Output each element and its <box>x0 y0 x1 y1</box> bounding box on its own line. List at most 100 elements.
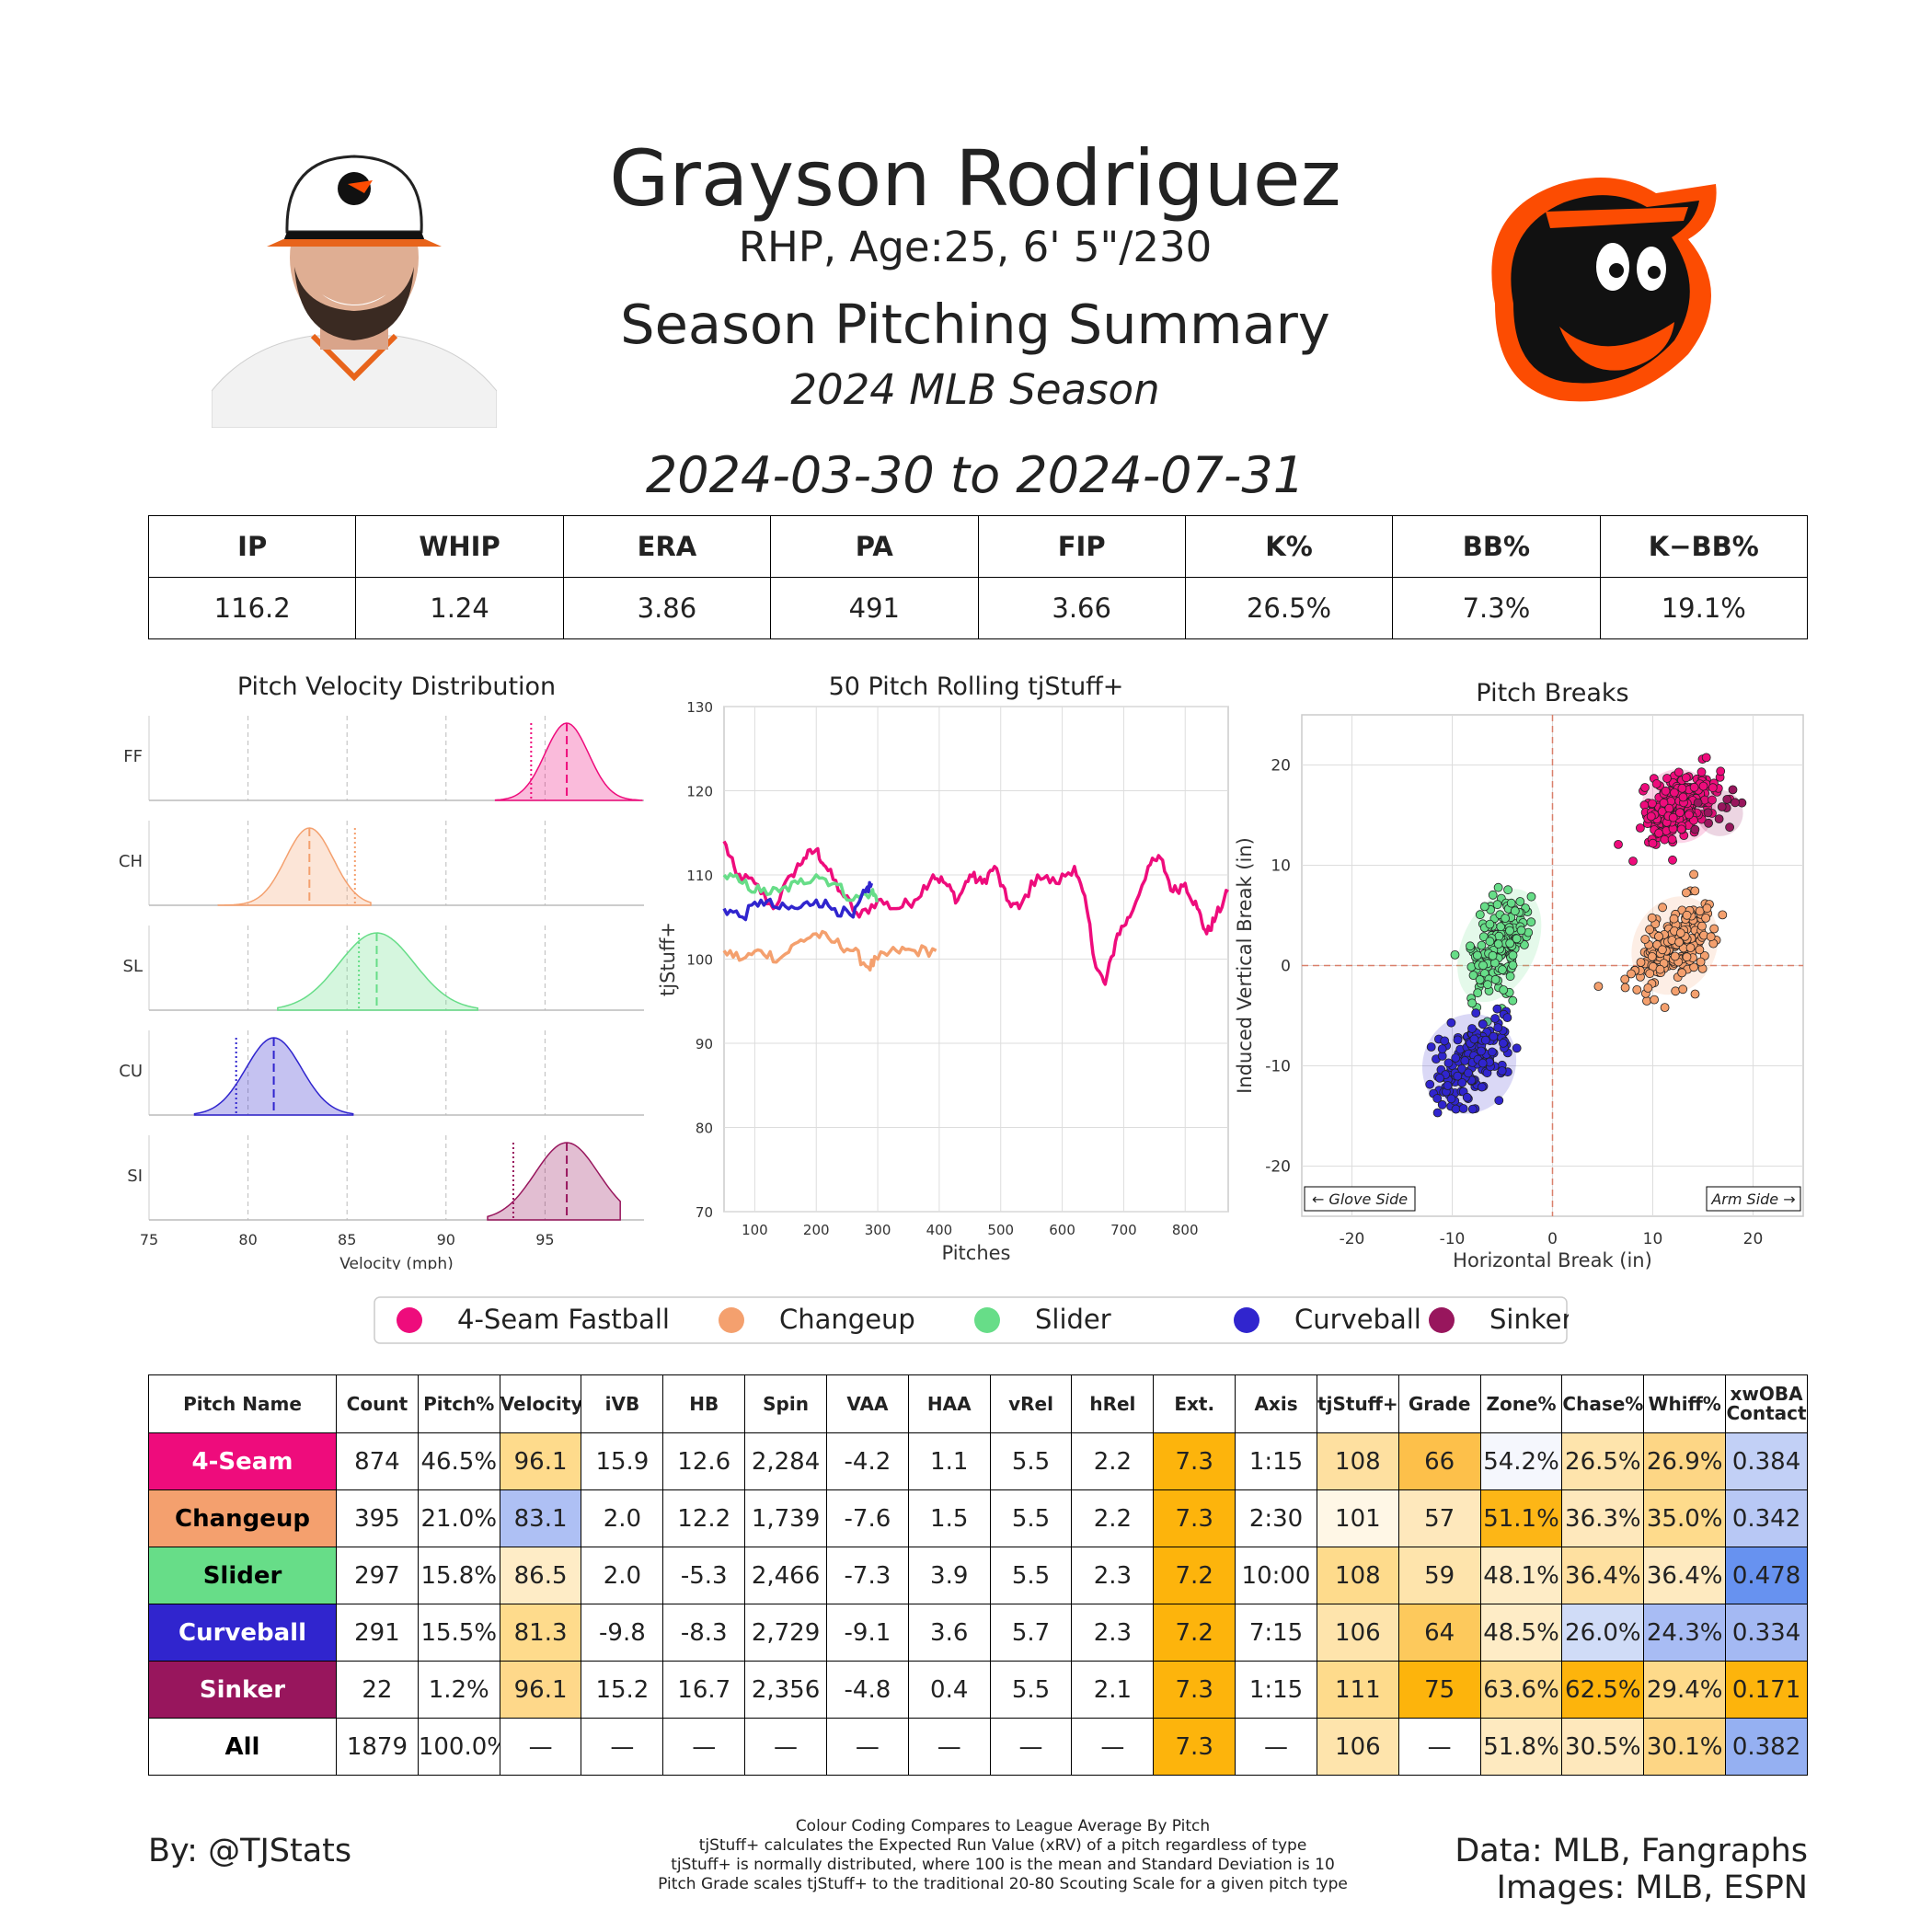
pitch-point <box>1508 960 1518 971</box>
pitch-point <box>1635 823 1645 833</box>
pitch-point <box>1620 983 1630 993</box>
season-stat-header: BB% <box>1392 515 1601 578</box>
pitch-table-cell: 36.4% <box>1643 1547 1727 1604</box>
legend-label: Changeup <box>779 1304 915 1335</box>
x-tick-label: 10 <box>1643 1230 1663 1248</box>
pitch-point <box>1668 812 1678 822</box>
pitch-table-cell: — <box>1071 1718 1155 1776</box>
pitch-point <box>1643 983 1653 993</box>
pitch-point <box>1478 1019 1488 1029</box>
velocity-row: CH <box>119 821 644 906</box>
credit-sources: Data: MLB, Fangraphs Images: MLB, ESPN <box>1455 1833 1808 1906</box>
pitch-table-cell: 57 <box>1397 1489 1481 1547</box>
x-tick-label: 85 <box>338 1231 356 1248</box>
pitch-point <box>1704 818 1713 828</box>
annotation-box <box>1706 1186 1801 1212</box>
velocity-row: SI <box>127 1135 644 1221</box>
pitch-point <box>1443 1081 1453 1090</box>
legend-label: Curveball <box>1294 1304 1421 1335</box>
x-tick-label: 75 <box>140 1231 158 1248</box>
pitch-point <box>1502 1013 1512 1023</box>
pitch-legend: 4-Seam Fastball Changeup Slider Curveball Si… <box>374 1296 1569 1344</box>
velocity-density <box>217 827 372 906</box>
pitch-point <box>1499 985 1509 995</box>
pitch-table-cell: 15.8% <box>417 1547 500 1604</box>
pitch-point <box>1689 782 1699 792</box>
pitch-table-cell: 29.4% <box>1643 1661 1727 1719</box>
pitch-point <box>1467 998 1478 1008</box>
pitch-table-cell: 16.7 <box>662 1661 746 1719</box>
pitch-point <box>1647 913 1657 923</box>
pitch-table-cell: 106 <box>1316 1718 1399 1776</box>
pitch-table-cell: 108 <box>1316 1432 1399 1490</box>
x-axis-label: Velocity (mph) <box>339 1255 453 1270</box>
season-stat-value: 491 <box>770 577 979 639</box>
x-tick-label: 0 <box>1547 1230 1558 1248</box>
pitch-table-cell: 22 <box>336 1661 419 1719</box>
pitch-table-cell: 1879 <box>336 1718 419 1776</box>
pitch-table-header: Pitch Name <box>148 1374 337 1433</box>
pitch-point <box>1505 972 1515 982</box>
pitch-point <box>1503 885 1513 895</box>
pitch-table-header: Pitch% <box>417 1374 500 1433</box>
credit-by: By: @TJStats <box>148 1833 352 1869</box>
legend-marker <box>719 1307 744 1333</box>
pitch-point <box>1477 1082 1487 1092</box>
y-tick-label: 130 <box>686 699 713 716</box>
pitch-point <box>1701 753 1711 763</box>
pitch-point <box>1642 996 1651 1006</box>
pitch-name-cell: 4-Seam <box>148 1432 337 1490</box>
pitch-table-cell: 30.5% <box>1561 1718 1645 1776</box>
pitch-table-cell: — <box>989 1718 1073 1776</box>
pitch-table-cell: 100.0% <box>417 1718 500 1776</box>
pitch-point <box>1650 995 1660 1005</box>
pitch-point <box>1453 1035 1463 1045</box>
pitch-table-cell: 75 <box>1397 1661 1481 1719</box>
summary-title: Season Pitching Summary <box>620 293 1330 356</box>
pitch-table-row: 4-Seam 874 46.5% 96.1 15.9 12.6 2,284 -4.2 1.1 5.… <box>148 1432 1808 1490</box>
pitch-table-cell: -7.3 <box>825 1547 909 1604</box>
pitch-point <box>1696 957 1706 967</box>
pitch-point <box>1493 939 1503 949</box>
season-stat-value: 116.2 <box>147 577 357 639</box>
glove-side-label: ← Glove Side <box>1312 1190 1408 1208</box>
pitch-point <box>1655 964 1665 974</box>
pitch-table-cell: 36.4% <box>1561 1547 1645 1604</box>
pitch-table-cell: 15.9 <box>581 1432 664 1490</box>
pitch-table-cell: — <box>581 1718 664 1776</box>
pitch-table-cell: 30.1% <box>1643 1718 1727 1776</box>
pitch-table-header: hRel <box>1071 1374 1155 1433</box>
pitch-table-cell: -8.3 <box>662 1604 746 1662</box>
pitch-point <box>1675 808 1685 818</box>
chart-title: 50 Pitch Rolling tjStuff+ <box>829 673 1124 701</box>
pitch-point <box>1682 910 1692 920</box>
pitch-point <box>1443 1058 1454 1068</box>
pitch-table-cell: 2,284 <box>744 1432 827 1490</box>
velocity-row: CU <box>119 1030 644 1116</box>
pitch-point <box>1512 934 1522 944</box>
pitch-table-cell: 2.2 <box>1071 1432 1155 1490</box>
pitch-breaks-chart: Pitch Breaks -20 -10 0 10 20 -20 -10 0 10 20 ← Glov… <box>1234 679 1804 1270</box>
pitch-point <box>1693 798 1703 808</box>
pitch-table-cell: 63.6% <box>1479 1661 1563 1719</box>
pitch-name-cell: Slider <box>148 1547 337 1604</box>
pitch-table-cell: 2,466 <box>744 1547 827 1604</box>
pitch-table-cell: 1.5 <box>907 1489 991 1547</box>
pitch-point <box>1640 783 1650 792</box>
pitch-point <box>1508 995 1518 1006</box>
season-stat-header: IP <box>147 515 357 578</box>
pitch-point <box>1708 795 1717 805</box>
row-label: FF <box>123 747 143 766</box>
pitch-point <box>1478 1058 1488 1068</box>
pitch-point <box>1593 982 1604 992</box>
footer-notes: Colour Coding Compares to League Average… <box>607 1817 1398 1894</box>
pitch-table-cell: 0.4 <box>907 1661 991 1719</box>
pitch-point <box>1673 767 1684 777</box>
pitch-point <box>1490 974 1501 984</box>
pitch-table-header: tjStuff+ <box>1316 1374 1399 1433</box>
y-tick-label: 100 <box>686 952 713 969</box>
pitch-point <box>1477 1046 1486 1056</box>
pitch-table-row: Slider 297 15.8% 86.5 2.0 -5.3 2,466 -7.3 3.9 5.5… <box>148 1547 1808 1604</box>
pitch-table-cell: 96.1 <box>499 1661 582 1719</box>
pitch-point <box>1669 914 1679 924</box>
